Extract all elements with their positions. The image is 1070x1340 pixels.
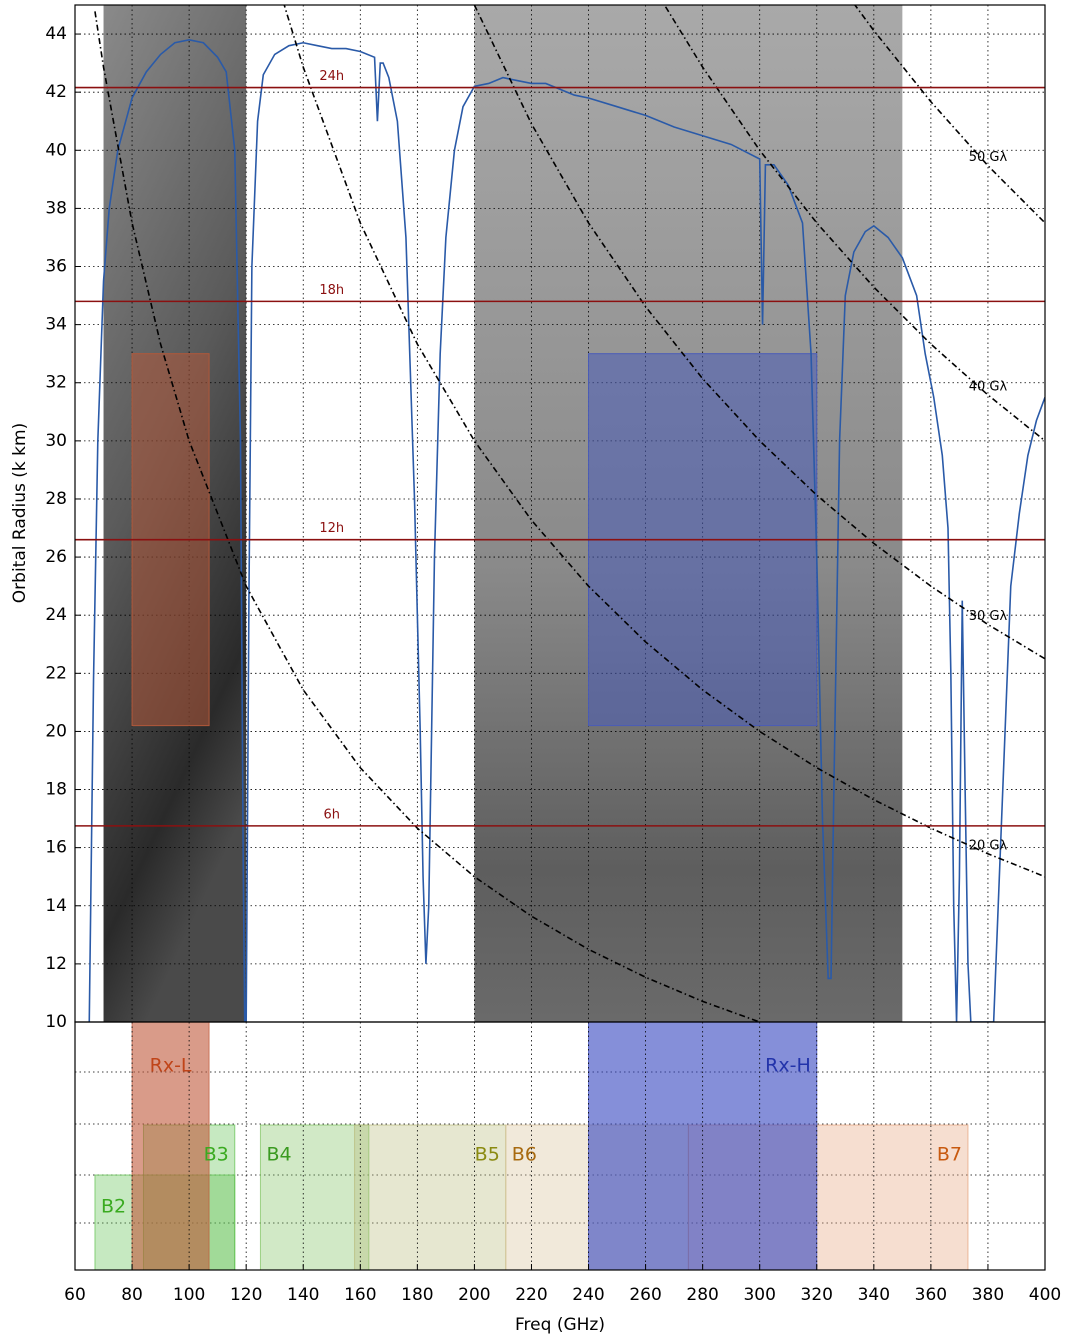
x-tick-label: 200: [458, 1285, 490, 1305]
baseline-curve: [853, 5, 1045, 224]
band-label: B7: [937, 1144, 962, 1166]
period-label: 24h: [319, 69, 344, 84]
curve-label: 50 Gλ: [969, 150, 1008, 165]
band-label: Rx-L: [150, 1055, 192, 1077]
y-tick-label: 30: [45, 431, 67, 451]
y-tick-label: 44: [45, 24, 67, 44]
bottom-panel: Rx-L Rx-H B2 B3 B4 B5 B6 B7 60 80 100 120 140 160 180 2…: [64, 1021, 1061, 1305]
top-panel: 20 Gλ 30 Gλ 40 Gλ 50 Gλ 24h 18h 12h 6h 10 12 14 16 1…: [45, 4, 1046, 1032]
y-tick-label: 40: [45, 140, 67, 160]
band-label: Rx-H: [765, 1055, 811, 1077]
baseline-curve: [473, 5, 1045, 660]
band-label: B4: [266, 1144, 291, 1166]
x-tick-label: 60: [64, 1285, 86, 1305]
x-tick-label: 340: [858, 1285, 890, 1305]
x-tick-label: 380: [972, 1285, 1004, 1305]
band-label: B2: [101, 1196, 126, 1218]
line: [88, 39, 1045, 1022]
x-tick-label: 220: [515, 1285, 547, 1305]
period-label: 12h: [319, 521, 344, 536]
x-tick-label: 80: [121, 1285, 143, 1305]
frame: [74, 1021, 1046, 1271]
y-tick-label: 36: [45, 257, 67, 277]
y-tick-label: 26: [45, 547, 67, 567]
y-tick-label: 32: [45, 373, 67, 393]
y-axis-label: Orbital Radius (k km): [10, 423, 30, 603]
x-axis-label: Freq (GHz): [515, 1315, 605, 1335]
period-label: 6h: [324, 807, 341, 822]
band-label: B6: [512, 1144, 537, 1166]
y-tick-label: 20: [45, 721, 67, 741]
y-tick-label: 42: [45, 82, 67, 102]
y-tick-label: 18: [45, 780, 67, 800]
y-tick-label: 34: [45, 315, 67, 335]
band: [259, 1124, 370, 1271]
y-tick-label: 16: [45, 838, 67, 858]
y-tick-label: 38: [45, 198, 67, 218]
x-tick-label: 300: [743, 1285, 775, 1305]
x-tick-label: 400: [1029, 1285, 1061, 1305]
x-tick-label: 320: [801, 1285, 833, 1305]
y-tick-label: 24: [45, 605, 67, 625]
x-tick-label: 100: [173, 1285, 205, 1305]
period-label: 18h: [319, 283, 344, 298]
curve-label: 40 Gλ: [969, 379, 1008, 394]
baseline-curve: [94, 11, 760, 1022]
baseline-curve: [283, 5, 1045, 878]
band-label: B5: [475, 1144, 500, 1166]
y-tick-label: 10: [45, 1012, 67, 1032]
curve-label: 30 Gλ: [969, 609, 1008, 624]
x-tick-label: 120: [230, 1285, 262, 1305]
x-tick-label: 180: [401, 1285, 433, 1305]
x-tick-label: 360: [915, 1285, 947, 1305]
band: [131, 1021, 210, 1271]
y-tick-label: 14: [45, 896, 67, 916]
x-tick-label: 140: [287, 1285, 319, 1305]
y-tick-label: 28: [45, 489, 67, 509]
x-tick-label: 240: [572, 1285, 604, 1305]
y-tick-label: 12: [45, 954, 67, 974]
y-tick-label: 22: [45, 663, 67, 683]
x-tick-label: 280: [686, 1285, 718, 1305]
baseline-curve: [664, 6, 1045, 442]
curve-label: 20 Gλ: [969, 838, 1008, 853]
x-tick-label: 260: [629, 1285, 661, 1305]
plot-area: [75, 5, 1045, 1022]
x-tick-label: 160: [344, 1285, 376, 1305]
band-label: B3: [204, 1144, 229, 1166]
